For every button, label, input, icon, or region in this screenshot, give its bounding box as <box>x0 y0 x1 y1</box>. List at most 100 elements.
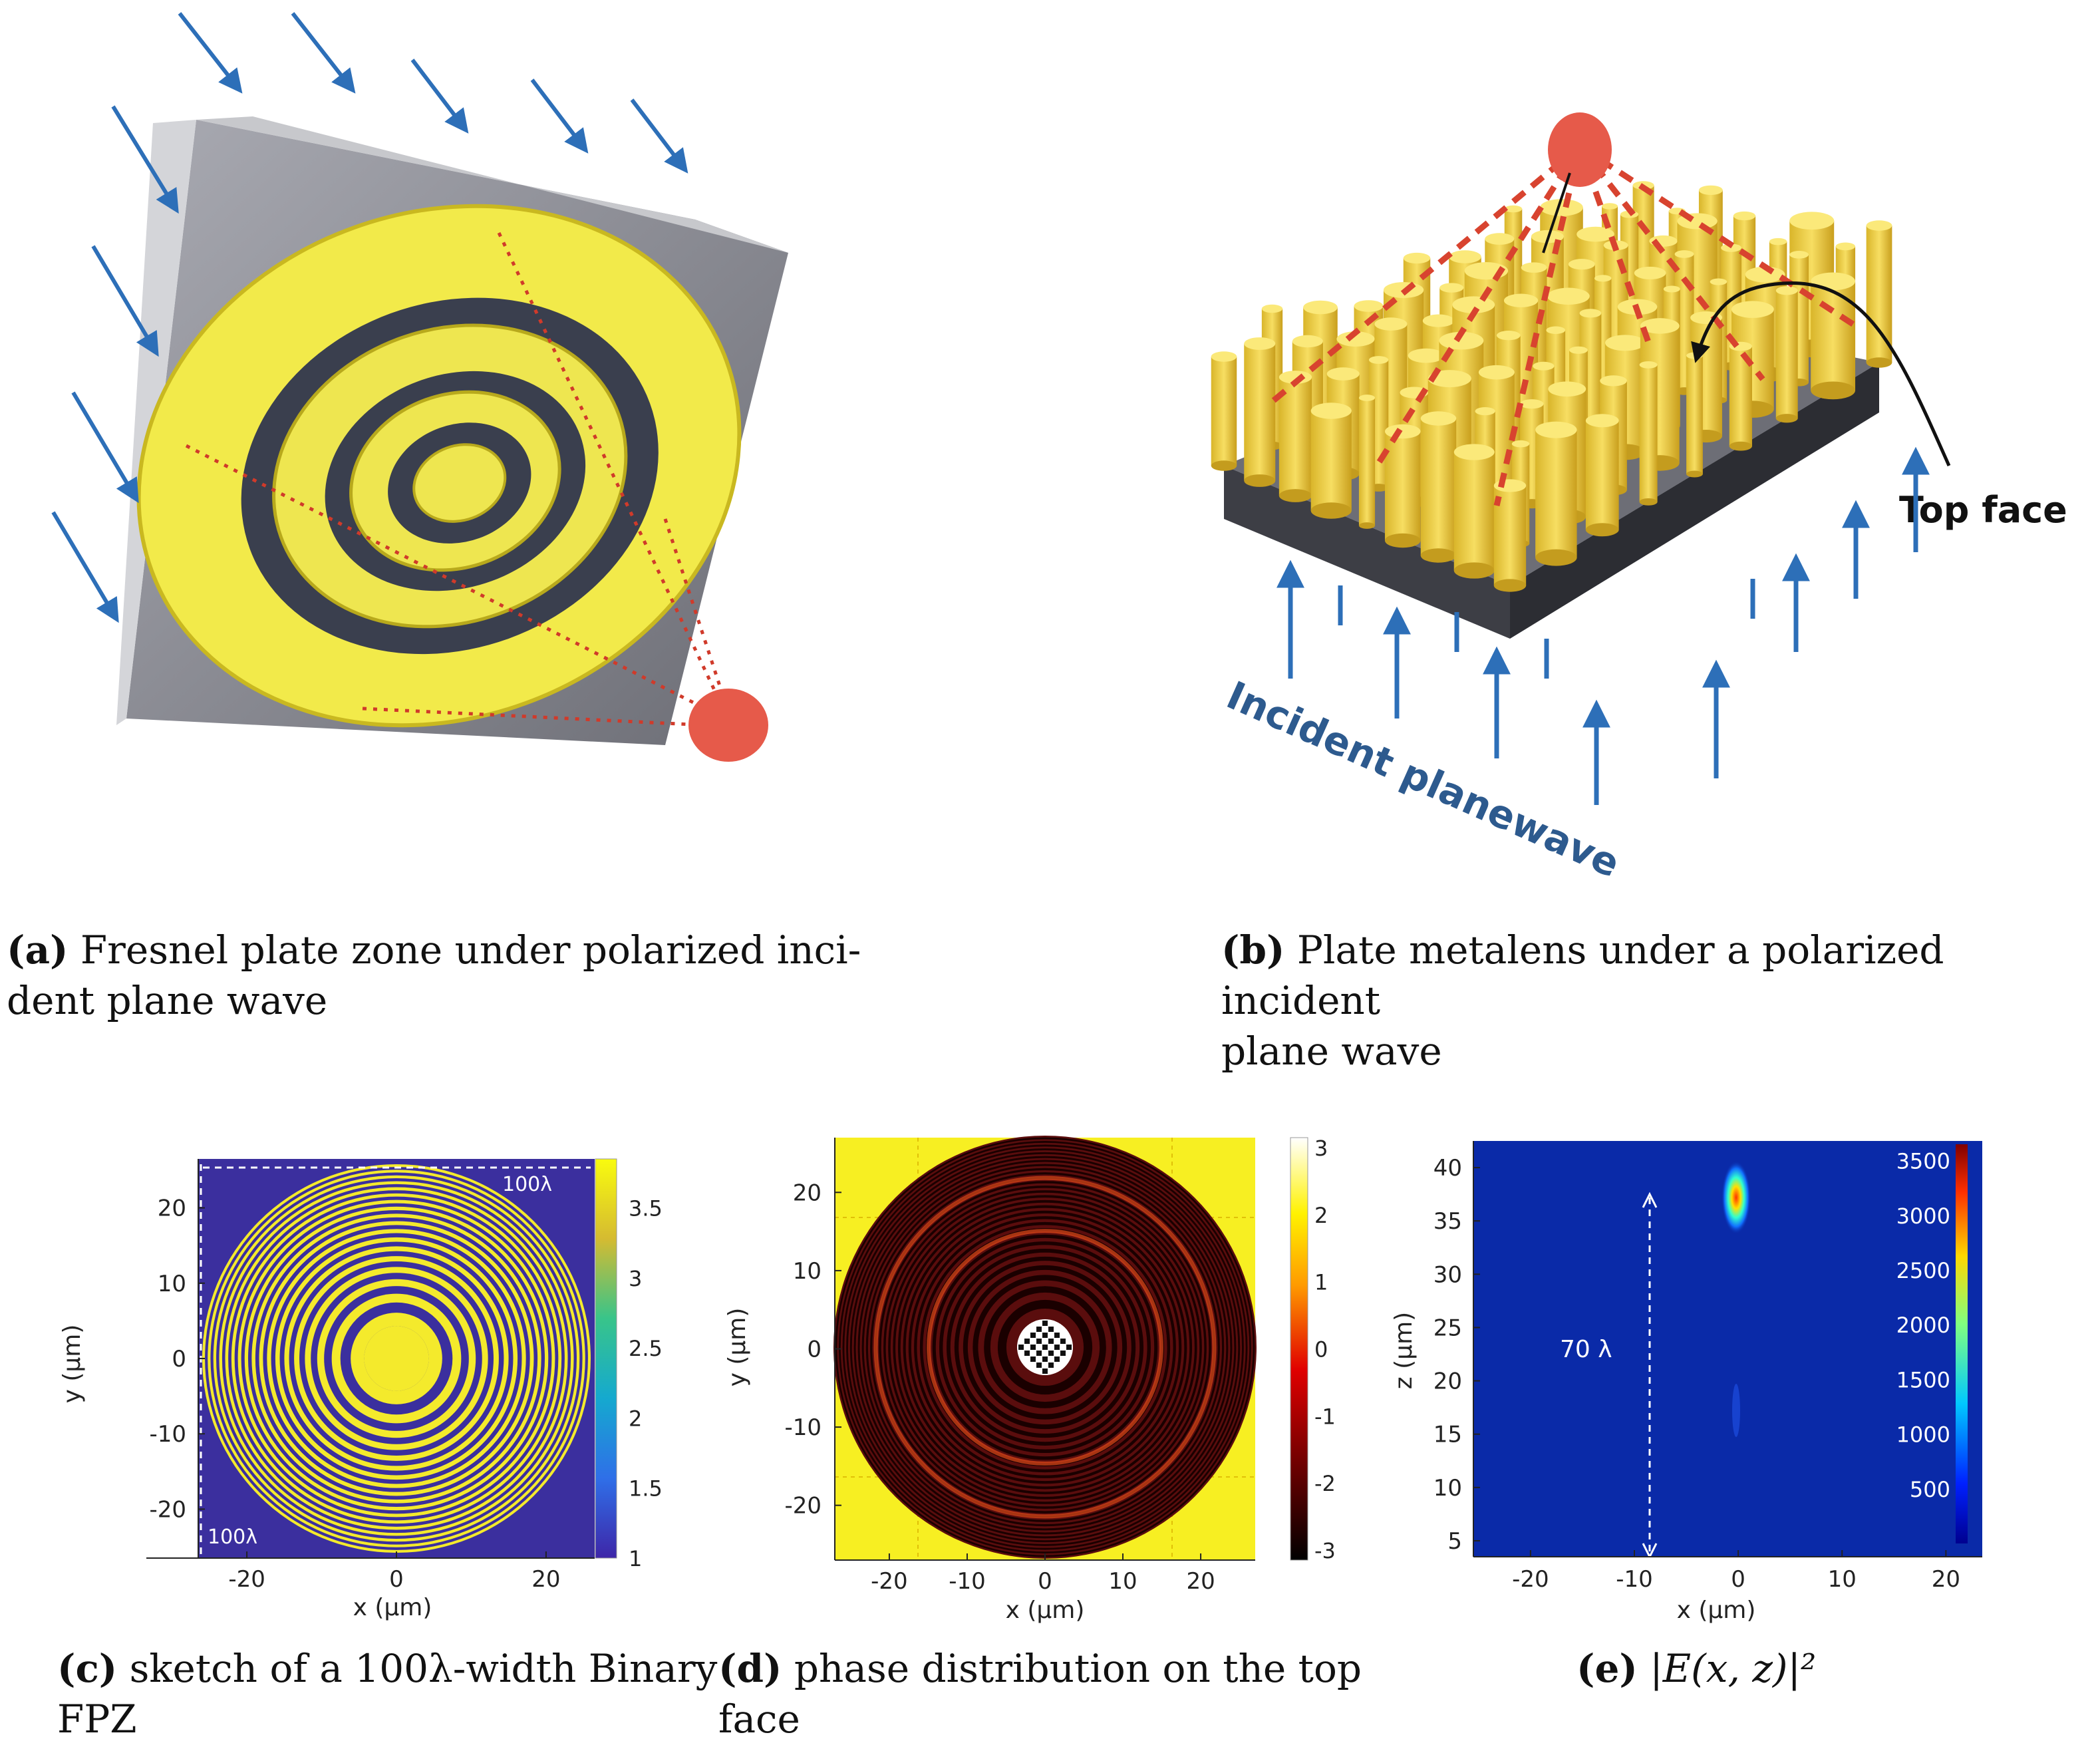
colorbar-d <box>1290 1137 1308 1561</box>
focus-pointer <box>1542 172 1571 253</box>
x-ticks-d: -20 -10 0 10 20 <box>871 1553 1215 1595</box>
phase-center-cell <box>1060 1351 1066 1356</box>
nanopillar <box>1686 352 1703 478</box>
nanopillar <box>1384 424 1421 548</box>
xlabel-d: x (μm) <box>1006 1597 1085 1624</box>
annot-e: 70 λ <box>1560 1336 1612 1363</box>
incident-arrows <box>51 12 688 623</box>
y-tick-label-c: 10 <box>158 1271 186 1297</box>
caption-b-line2: plane wave <box>1221 1029 1442 1074</box>
nanopillar <box>1244 337 1276 487</box>
incident-label: Incident planewave <box>1220 673 1626 887</box>
phase-center-cell <box>1048 1327 1054 1332</box>
colorbar-e-label: 3500 <box>1896 1149 1950 1174</box>
focal-spot <box>688 689 768 762</box>
incident-stubs <box>1338 579 1755 679</box>
top-face-label: Top face <box>1899 489 2067 531</box>
phase-center-cell <box>1054 1333 1060 1338</box>
phase-center-cell <box>1042 1357 1048 1362</box>
phase-center-cell <box>1030 1357 1036 1362</box>
plot-d-center <box>1017 1319 1073 1375</box>
top-face-pointer <box>1691 281 1951 467</box>
nanopillar <box>1639 361 1658 506</box>
panel-a-figure <box>51 12 788 762</box>
caption-e-text: |E(x, z)|² <box>1650 1646 1817 1691</box>
colorbar-e-label: 500 <box>1910 1477 1950 1502</box>
colorbar-c-label: 3.5 <box>629 1196 663 1221</box>
colorbar-d-label: 0 <box>1314 1337 1328 1362</box>
x-tick-label-e: 10 <box>1828 1566 1857 1593</box>
nanopillar <box>1535 421 1577 566</box>
phase-highlight <box>927 1229 1163 1466</box>
phase-center-cell <box>1030 1333 1036 1338</box>
fresnel-rings <box>136 204 742 728</box>
x-tick-label-d: 0 <box>1038 1568 1052 1595</box>
y-tick-label-c: -20 <box>149 1496 186 1523</box>
substrate-right <box>1510 363 1879 639</box>
caption-d-line2: face <box>718 1696 800 1742</box>
incident-arrows-b <box>1276 446 1930 805</box>
colorbar-e-label: 3000 <box>1896 1203 1950 1229</box>
colorbar-d-ticks: 3 2 1 0 -1 -2 -3 <box>1314 1136 1336 1563</box>
y-ticks-c: 20 10 0 -10 -20 <box>149 1196 205 1523</box>
x-tick-label-d: 10 <box>1108 1568 1137 1595</box>
phase-center-cell <box>1054 1345 1060 1350</box>
colorbar-d-label: 1 <box>1314 1270 1328 1295</box>
phase-center-cell <box>1024 1339 1030 1344</box>
phase-center-cell <box>1036 1339 1042 1344</box>
caption-a-letter: (a) <box>7 927 69 973</box>
phase-center-cell <box>1036 1362 1042 1368</box>
colorbar-e-label: 1500 <box>1896 1367 1950 1392</box>
nanopillar <box>1729 341 1752 451</box>
phase-highlight <box>873 1176 1217 1519</box>
phase-center-cell <box>1042 1333 1048 1338</box>
plot-c-rings <box>202 1164 591 1553</box>
nanopillar <box>1278 371 1312 502</box>
panel-e-plot: 70 λ 3500 3000 2500 2000 1500 1000 500 -20 -10 0… <box>1390 1141 1982 1624</box>
y-tick-label-c: 0 <box>172 1346 186 1372</box>
x-tick-label-c: 0 <box>389 1566 404 1593</box>
y-tick-label-d: 10 <box>793 1258 822 1285</box>
y-tick-label-c: -10 <box>149 1421 186 1448</box>
colorbar-c-label: 2.5 <box>629 1336 663 1361</box>
x-tick-label-c: 20 <box>531 1566 560 1593</box>
caption-a-line1: Fresnel plate zone under polarized inci- <box>80 927 861 973</box>
ylabel-e: z (μm) <box>1390 1312 1418 1389</box>
y-tick-label-d: 20 <box>793 1180 822 1206</box>
y-tick-label-e: 35 <box>1433 1208 1462 1235</box>
caption-e-letter: (e) <box>1576 1646 1638 1691</box>
y-ticks-e: 40 35 30 25 20 15 10 5 <box>1433 1155 1480 1555</box>
fzp-center <box>364 1326 429 1391</box>
phase-center-cell <box>1036 1351 1042 1356</box>
y-tick-label-d: -10 <box>784 1414 822 1441</box>
caption-b-line1: Plate metalens under a polarized inciden… <box>1221 927 1944 1023</box>
panel-c-plot: 100λ 100λ -20 0 20 20 10 0 -10 -20 x (μm) y (μ… <box>59 1158 663 1621</box>
phase-center-cell <box>1042 1345 1048 1350</box>
substrate-front <box>1224 466 1510 639</box>
nanopillar <box>1453 444 1495 579</box>
colorbar-d-label: -2 <box>1314 1471 1336 1496</box>
caption-c-letter: (c) <box>57 1646 118 1691</box>
colorbar-c-label: 1 <box>629 1546 642 1571</box>
y-ticks-d: 20 10 0 -10 -20 <box>784 1180 841 1519</box>
nanopillar <box>1310 402 1352 519</box>
y-tick-label-e: 15 <box>1433 1422 1462 1448</box>
x-tick-label-d: -10 <box>949 1568 986 1595</box>
nanopillar <box>1420 411 1457 563</box>
x-tick-label-e: -10 <box>1616 1566 1653 1593</box>
phase-center-cell <box>1024 1351 1030 1356</box>
phase-center-cell <box>1048 1362 1054 1368</box>
colorbar-e <box>1956 1144 1968 1543</box>
colorbar-e-label: 2500 <box>1896 1258 1950 1283</box>
nanopillar <box>1211 351 1237 471</box>
x-tick-label-e: -20 <box>1512 1566 1549 1593</box>
x-tick-label-e: 0 <box>1731 1566 1745 1593</box>
xlabel-e: x (μm) <box>1677 1597 1756 1624</box>
focal-spot-b <box>1548 112 1612 187</box>
caption-a: (a) Fresnel plate zone under polarized i… <box>7 925 978 1026</box>
colorbar-d-label: -3 <box>1314 1538 1336 1563</box>
xlabel-c: x (μm) <box>353 1594 432 1621</box>
ylabel-d: y (μm) <box>724 1308 751 1387</box>
caption-c: (c) sketch of a 100λ-width Binary FPZ <box>57 1643 722 1744</box>
